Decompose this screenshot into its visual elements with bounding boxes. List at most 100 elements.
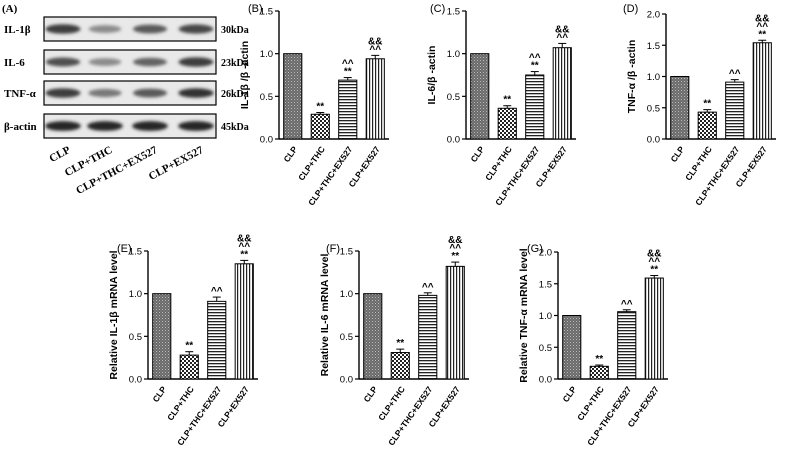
bar xyxy=(752,42,772,140)
y-tick-label: 0.5 xyxy=(647,103,660,114)
blot-band xyxy=(178,24,214,34)
bar xyxy=(179,354,199,380)
significance-mark: ^^ xyxy=(648,256,660,267)
blot-band xyxy=(132,88,168,98)
panel-label-c: (C) xyxy=(430,3,445,15)
y-tick-label: 1.5 xyxy=(340,247,353,258)
blot-band xyxy=(45,57,81,67)
y-tick-label: 0.0 xyxy=(647,135,660,146)
bar xyxy=(470,53,490,140)
y-tick-label: 0.5 xyxy=(260,92,273,103)
significance-mark: ^^ xyxy=(369,44,381,55)
bar xyxy=(562,315,582,380)
significance-mark: && xyxy=(755,13,769,24)
blot-band xyxy=(45,121,81,131)
significance-mark: && xyxy=(555,24,569,35)
blot-band xyxy=(45,88,81,98)
blot-protein-label: IL-1β xyxy=(4,24,31,36)
bar xyxy=(617,311,637,380)
panel-label-b: (B) xyxy=(248,3,263,15)
blot-band xyxy=(178,88,214,98)
y-tick-label: 0.5 xyxy=(340,332,353,343)
blot-band xyxy=(88,25,122,33)
bar xyxy=(207,300,227,380)
bar xyxy=(363,293,383,380)
bar-chart: 0.0 0.5 1.0 1.5 Relative IL-1β mRNA level CLP… xyxy=(108,233,258,447)
y-tick-label: 0.0 xyxy=(340,375,353,386)
significance-mark: ^^ xyxy=(729,69,741,80)
significance-mark: ** xyxy=(503,95,511,106)
y-tick-label: 1.0 xyxy=(447,49,460,60)
significance-mark: ^^ xyxy=(756,21,768,32)
blot-lane-label: CLP+THC+EX527 xyxy=(74,144,160,197)
y-tick-label: 0.0 xyxy=(447,135,460,146)
x-tick-label: CLP xyxy=(668,144,686,164)
x-tick-label: CLP+THC xyxy=(575,384,606,422)
blot-band xyxy=(88,58,122,66)
blot-protein-label: β-actin xyxy=(4,121,37,133)
bar-chart: 0.0 0.5 1.0 1.5 IL-1β /β -actin CLP ** CLP+THC *… xyxy=(239,7,389,207)
significance-mark: ** xyxy=(396,338,404,349)
bar xyxy=(589,365,609,380)
significance-mark: ^^ xyxy=(422,282,434,293)
y-tick-label: 1.5 xyxy=(539,279,552,290)
bar xyxy=(310,113,330,140)
x-tick-label: CLP xyxy=(150,384,168,404)
western-blot-panel: (A) IL-1β 30kDa IL-6 23kDa TNF-α 26kDa β-actin… xyxy=(2,3,249,197)
significance-mark: ** xyxy=(650,264,658,275)
bar xyxy=(552,47,572,140)
bar xyxy=(418,294,438,380)
y-axis-label: Relative IL-6 mRNA level xyxy=(319,254,331,377)
bar xyxy=(152,293,172,380)
bar-chart: 0.00.51.01.5IL-6/β -actinCLP**CLP+THC**^… xyxy=(426,7,576,207)
x-tick-label: CLP+THC xyxy=(683,144,714,182)
x-tick-label: CLP xyxy=(560,384,578,404)
blot-band xyxy=(88,88,122,98)
y-tick-label: 2.0 xyxy=(647,10,660,21)
significance-mark: ^^ xyxy=(342,59,354,70)
blot-band xyxy=(133,57,167,67)
significance-mark: ^^ xyxy=(238,241,250,252)
significance-mark: ** xyxy=(451,251,459,262)
significance-mark: ** xyxy=(758,29,766,40)
y-tick-label: 0.0 xyxy=(129,375,142,386)
significance-mark: ** xyxy=(316,102,324,113)
blot-band xyxy=(178,121,214,131)
y-tick-label: 1.0 xyxy=(539,311,552,322)
x-tick-label: CLP+THC xyxy=(376,384,407,422)
bar xyxy=(365,58,385,140)
panel-label-a: (A) xyxy=(2,3,18,15)
panel-label-f: (F) xyxy=(326,243,340,255)
significance-mark: ** xyxy=(185,341,193,352)
y-axis-label: Relative IL-1β mRNA level xyxy=(108,250,120,379)
bar xyxy=(670,76,690,140)
y-tick-label: 1.0 xyxy=(647,72,660,83)
x-tick-label: CLP+THC xyxy=(296,144,327,182)
bar xyxy=(644,277,664,380)
y-axis-label: TNF-α /β -actin xyxy=(626,40,638,114)
bar xyxy=(234,263,254,380)
blot-band xyxy=(132,24,168,34)
significance-mark: ** xyxy=(344,67,352,78)
x-tick-label: CLP+THC xyxy=(483,144,514,182)
y-axis-label: IL-6/β -actin xyxy=(426,46,438,105)
blot-protein-label: IL-6 xyxy=(4,57,25,69)
significance-mark: ** xyxy=(703,99,711,110)
y-tick-label: 1.5 xyxy=(260,7,273,18)
significance-mark: ** xyxy=(595,354,603,365)
y-tick-label: 1.0 xyxy=(340,289,353,300)
y-tick-label: 0.5 xyxy=(447,92,460,103)
bar-chart: 0.0 0.5 1.0 1.5 2.0 TNF-α /β -actin CLP ** CLP+T… xyxy=(626,10,776,207)
significance-mark: ^^ xyxy=(211,286,223,297)
bar xyxy=(283,53,303,140)
blot-size-label: 45kDa xyxy=(221,122,249,133)
panel-label-g: (G) xyxy=(527,243,543,255)
y-tick-label: 1.5 xyxy=(647,41,660,52)
y-tick-label: 1.5 xyxy=(447,7,460,18)
y-tick-label: 2.0 xyxy=(539,248,552,259)
blot-band xyxy=(87,121,123,131)
bar xyxy=(725,81,745,140)
x-tick-label: CLP xyxy=(468,144,486,164)
significance-mark: && xyxy=(368,36,382,47)
